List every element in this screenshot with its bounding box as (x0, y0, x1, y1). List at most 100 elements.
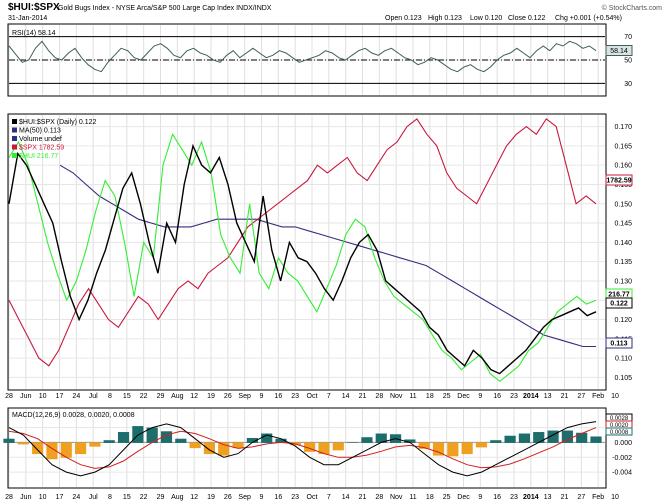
x-tick-label: 12 (190, 393, 198, 400)
x-tick-label: 15 (123, 494, 131, 501)
x-tick-label: 15 (123, 393, 131, 400)
x-tick-label: 24 (72, 393, 80, 400)
price-value-label: 1782.59 (606, 178, 631, 185)
x-tick-label: Dec (457, 494, 470, 501)
macd-histogram-bar (32, 442, 44, 455)
macd-histogram-bar (447, 442, 459, 457)
x-tick-label: 7 (327, 393, 331, 400)
price-series-ma50 (59, 164, 596, 348)
x-tick-label: 10 (611, 494, 619, 501)
x-tick-label: Jul (89, 393, 98, 400)
index-description: Gold Bugs Index - NYSE Arca/S&P 500 Larg… (58, 5, 272, 12)
x-tick-label: Oct (307, 494, 318, 501)
chart-header: $HUI:$SPX Gold Bugs Index - NYSE Arca/S&… (8, 2, 662, 22)
x-tick-label: 8 (108, 494, 112, 501)
macd-histogram-bar (3, 438, 15, 443)
macd-histogram-bar (203, 442, 216, 455)
macd-histogram-bar (432, 442, 445, 456)
x-tick-label: 28 (375, 494, 383, 501)
macd-signal-line (8, 427, 597, 469)
x-tick-label: 13 (544, 393, 552, 400)
x-tick-label: 21 (359, 494, 367, 501)
macd-histogram-bar (347, 442, 359, 443)
x-tick-label: 10 (39, 393, 47, 400)
x-tick-label: Nov (390, 393, 403, 400)
price-y-tick-label: 0.120 (614, 317, 632, 324)
x-tick-label: Aug (171, 494, 184, 501)
macd-histogram-bar (189, 442, 201, 449)
legend-swatch (12, 153, 17, 158)
x-tick-label: 24 (72, 494, 80, 501)
macd-y-tick-label: 0.000 (614, 440, 632, 447)
low-value: Low 0.120 (470, 15, 502, 22)
change-value: Chg +0.001 (+0.54%) (555, 15, 622, 22)
open-value: Open 0.123 (385, 15, 422, 22)
x-tick-label: 16 (274, 494, 282, 501)
x-tick-label: 11 (409, 494, 416, 501)
x-tick-label: 16 (274, 393, 282, 400)
x-tick-label: 2014 (523, 393, 539, 400)
macd-histogram-bar (146, 427, 158, 443)
macd-histogram-bar (318, 442, 330, 455)
price-value-label: 0.122 (610, 301, 628, 308)
rsi-value-label: 58.14 (610, 48, 628, 55)
x-tick-label: 9 (478, 494, 482, 501)
macd-histogram-bar (361, 437, 373, 443)
high-value: High 0.123 (428, 15, 462, 22)
macd-histogram-bar (533, 432, 545, 443)
rsi-title: RSI(14) 58.14 (12, 30, 56, 37)
x-tick-label: 28 (5, 393, 13, 400)
price-layer (8, 118, 597, 383)
price-value-box (605, 337, 633, 349)
macd-histogram-bar (74, 442, 87, 455)
rsi-layer (8, 40, 597, 73)
price-y-tick-label: 0.160 (614, 163, 632, 170)
legend-entry: MA(50) 0.113 (19, 128, 61, 135)
x-tick-label: 11 (409, 393, 416, 400)
x-tick-label: 21 (561, 393, 569, 400)
x-tick-label: 7 (327, 494, 331, 501)
x-tick-label: 14 (342, 494, 350, 501)
rsi-y-tick-label: 70 (624, 34, 632, 41)
price-y-tick-label: 0.150 (614, 201, 632, 208)
x-tick-label: 23 (291, 393, 299, 400)
x-tick-label: 17 (56, 494, 64, 501)
macd-line (8, 421, 597, 477)
x-tick-label: 12 (190, 494, 198, 501)
price-value-box (605, 174, 633, 186)
x-tick-label: 9 (478, 393, 482, 400)
legend-entry: $HUI 216.77 (19, 153, 58, 160)
macd-y-tick-label: -0.004 (612, 470, 632, 477)
macd-histogram-bar (60, 442, 72, 458)
x-tick-label: 25 (443, 393, 451, 400)
macd-histogram-bar (404, 439, 416, 443)
price-y-tick-label: 0.140 (614, 240, 632, 247)
x-tick-label: 22 (140, 494, 148, 501)
macd-histogram-bar (576, 432, 588, 443)
macd-histogram-bar (418, 442, 430, 449)
x-tick-label: 9 (260, 393, 264, 400)
macd-title: MACD(12,26,9) 0.0028, 0.0020, 0.0008 (12, 412, 135, 419)
x-tick-label: 18 (426, 393, 434, 400)
macd-histogram-bar (117, 432, 130, 443)
macd-histogram-bar (175, 438, 187, 443)
x-tick-label: Sep (238, 494, 251, 501)
macd-histogram-bar (275, 438, 287, 443)
x-tick-label: 25 (443, 494, 451, 501)
x-tick-label: Sep (238, 393, 251, 400)
x-tick-label: 23 (510, 393, 518, 400)
x-tick-label: 16 (493, 494, 501, 501)
x-tick-label: 27 (577, 494, 585, 501)
x-tick-label: 17 (56, 393, 64, 400)
price-value-box (605, 297, 633, 309)
x-tick-label: 28 (5, 494, 13, 501)
macd-histogram-bar (17, 442, 29, 445)
price-y-tick-label: 0.130 (614, 278, 632, 285)
date-label: 31-Jan-2014 (8, 15, 47, 22)
x-tick-label: 27 (577, 393, 585, 400)
legend-layer: RSI(14) 58.14 58.14 $HUI:$SPX (Daily) 0.12… (12, 30, 633, 436)
x-tick-label: Aug (171, 393, 184, 400)
macd-layer (3, 421, 602, 477)
macd-value-box (605, 427, 633, 436)
